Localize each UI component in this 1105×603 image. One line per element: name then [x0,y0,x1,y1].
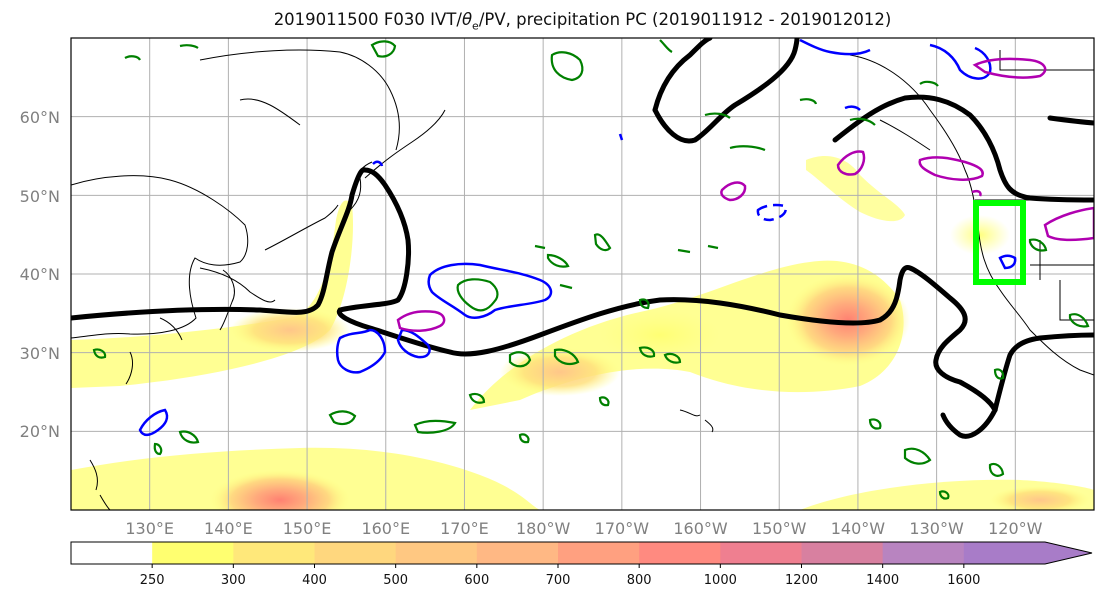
lon-label: 150°E [283,519,332,538]
target-region-box [973,200,1026,285]
colorbar-segment [395,542,478,564]
colorbar-segment [639,542,721,564]
lon-label: 130°E [125,519,174,538]
lon-label: 140°E [204,519,253,538]
colorbar-segment [233,542,315,564]
colorbar-outline [70,541,1093,565]
lat-label-40: 40°N [20,265,60,284]
colorbar-tick-label: 400 [302,573,327,588]
map-title: 2019011500 F030 IVT/θe/PV, precipitation… [273,10,892,33]
latitude-labels: 60°N 50°N 40°N 30°N 20°N [20,108,60,441]
pv-positive-contours [138,38,1017,437]
lon-label: 170°E [440,519,489,538]
lat-label-20: 20°N [20,422,60,441]
colorbar-tick-label: 600 [464,573,489,588]
colorbar-segment [801,542,884,564]
colorbar-segment [720,542,802,564]
longitude-labels: 130°E 140°E 150°E 160°E 170°E 180°W 170°W 160°W… [125,519,1042,538]
lat-label-50: 50°N [20,187,60,206]
map-area [71,38,1094,510]
colorbar-segment [314,542,397,564]
gridlines [71,38,1094,510]
colorbar-segment [882,542,965,564]
colorbar-tick-label: 1000 [704,573,737,588]
lon-label: 150°W [752,519,807,538]
pv-negative-contours [396,57,1094,332]
colorbar-tick-label: 500 [383,573,408,588]
lon-label: 120°W [988,519,1043,538]
colorbar-tick-label: 1200 [785,573,818,588]
colorbar-tick-label: 1600 [947,573,980,588]
colorbar-tick-label: 700 [546,573,571,588]
map-frame [70,37,1095,511]
lon-label: 130°W [909,519,964,538]
colorbar-tick-label: 250 [140,573,165,588]
colorbar-extend-arrow [1045,542,1092,564]
lon-label: 160°W [673,519,728,538]
lon-label: 180°W [516,519,571,538]
colorbar-segment [152,542,234,564]
lat-label-30: 30°N [20,344,60,363]
lon-label: 170°W [595,519,650,538]
colorbar: 250 300 400 500 600 700 800 1000 1200 1400 1600 [70,541,1093,588]
colorbar-segment [558,542,640,564]
thetae-contours [71,38,1094,439]
colorbar-segment [71,542,153,564]
lat-label-60: 60°N [20,108,60,127]
precipitation-contours [92,39,1090,500]
colorbar-tick-label: 800 [627,573,652,588]
colorbar-segment [963,542,1046,564]
colorbar-tick-label: 1400 [866,573,899,588]
lon-label: 140°W [831,519,886,538]
lon-label: 160°E [361,519,410,538]
colorbar-tick-label: 300 [221,573,246,588]
colorbar-segment [476,542,559,564]
